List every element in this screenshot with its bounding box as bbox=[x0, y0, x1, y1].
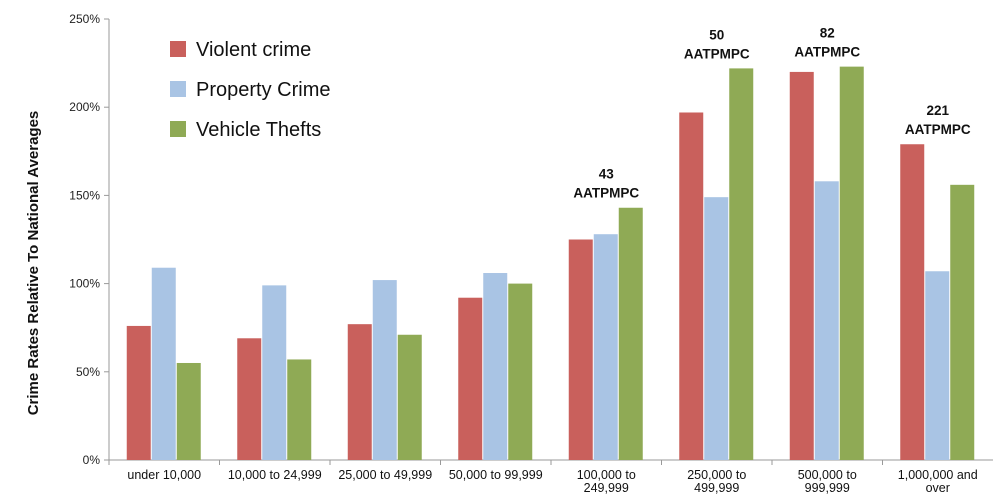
bar bbox=[814, 181, 839, 460]
legend-swatch bbox=[170, 121, 186, 137]
x-tick-label: 1,000,000 and bbox=[898, 468, 978, 482]
bar bbox=[704, 197, 729, 460]
x-tick-label: 100,000 to bbox=[577, 468, 636, 482]
bar bbox=[839, 66, 864, 461]
y-tick-label: 150% bbox=[69, 188, 100, 202]
x-tick-label: over bbox=[926, 481, 950, 495]
bar bbox=[789, 71, 814, 461]
x-tick-label: 250,000 to bbox=[687, 468, 746, 482]
x-tick-label: 249,999 bbox=[584, 481, 629, 495]
bar bbox=[679, 112, 704, 460]
data-annotation: AATPMPC bbox=[573, 186, 639, 201]
y-tick-label: 250% bbox=[69, 12, 100, 26]
x-tick-label: 999,999 bbox=[805, 481, 850, 495]
bar bbox=[262, 285, 287, 460]
legend-label: Violent crime bbox=[196, 39, 311, 61]
legend-swatch bbox=[170, 41, 186, 57]
bar bbox=[729, 68, 754, 460]
data-annotation: 43 bbox=[599, 167, 615, 182]
bar bbox=[593, 234, 618, 460]
bar bbox=[568, 239, 593, 460]
bar bbox=[950, 184, 975, 461]
x-tick-label: 50,000 to 99,999 bbox=[449, 468, 543, 482]
bar bbox=[618, 207, 643, 460]
x-tick-label: 10,000 to 24,999 bbox=[228, 468, 322, 482]
bar bbox=[151, 267, 176, 460]
data-annotation: 221 bbox=[926, 103, 949, 118]
x-tick-label: 500,000 to bbox=[798, 468, 857, 482]
x-tick-label: under 10,000 bbox=[127, 468, 201, 482]
bar bbox=[287, 359, 312, 460]
y-tick-label: 100% bbox=[69, 277, 100, 291]
x-tick-label: 25,000 to 49,999 bbox=[338, 468, 432, 482]
bar bbox=[458, 297, 483, 460]
annotations: 43 AATPMPC 50 AATPMPC 82 AATPMPC 221 AATPMPC bbox=[573, 26, 970, 201]
data-annotation: AATPMPC bbox=[794, 45, 860, 60]
data-annotation: AATPMPC bbox=[684, 46, 750, 61]
data-annotation: 82 bbox=[820, 26, 835, 41]
legend-label: Property Crime bbox=[196, 79, 330, 101]
y-axis-label: Crime Rates Relative To National Average… bbox=[25, 111, 42, 416]
bar bbox=[508, 283, 533, 460]
bars bbox=[126, 66, 975, 461]
bar bbox=[126, 325, 151, 460]
bar bbox=[372, 280, 397, 460]
bar bbox=[347, 324, 372, 460]
data-annotation: 50 bbox=[709, 27, 724, 42]
bar bbox=[237, 338, 262, 460]
bar bbox=[483, 273, 508, 460]
category-labels: under 10,000 10,000 to 24,999 25,000 to 49… bbox=[127, 468, 977, 495]
legend: Violent crime Property Crime Vehicle Theft… bbox=[170, 39, 330, 141]
y-tick-label: 50% bbox=[76, 365, 100, 379]
legend-label: Vehicle Thefts bbox=[196, 119, 321, 141]
data-annotation: AATPMPC bbox=[905, 122, 971, 137]
legend-swatch bbox=[170, 81, 186, 97]
bar bbox=[176, 362, 201, 460]
x-tick-label: 499,999 bbox=[694, 481, 739, 495]
y-tick-label: 200% bbox=[69, 100, 100, 114]
bar bbox=[925, 271, 950, 460]
bar bbox=[900, 144, 925, 460]
bar bbox=[397, 334, 422, 460]
y-tick-label: 0% bbox=[83, 453, 101, 467]
